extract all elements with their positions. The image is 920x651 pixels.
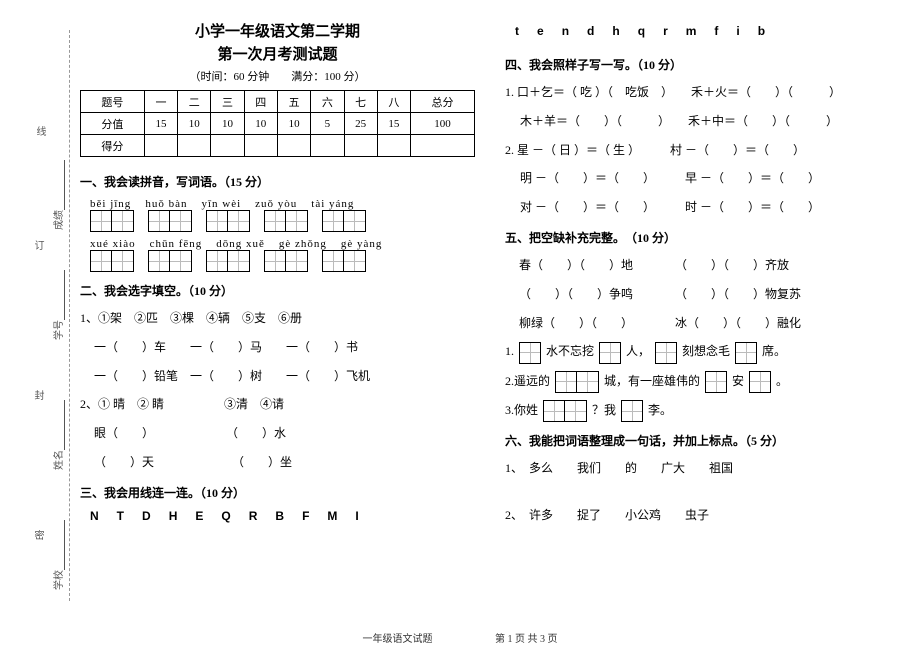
subtitle: （时间：60 分钟 满分：100 分）	[80, 68, 475, 84]
pinyin-word: gè zhǒng	[279, 238, 327, 250]
title-line-2: 第一次月考测试题	[80, 43, 475, 64]
score-got-row: 得分	[81, 135, 475, 157]
sec5-q2: 2.遥远的 城，有一座雄伟的 安 。	[505, 370, 900, 393]
sec4-line: 2. 星 －（ 日 ）＝（ 生 ） 村 －（ ）＝（ ）	[505, 139, 900, 162]
pinyin-row-1: běi jīng huǒ bàn yīn wèi zuǒ yòu tài yán…	[90, 198, 475, 210]
section-1-title: 一、我会读拼音，写词语。（15 分）	[80, 173, 475, 190]
score-header: 八	[377, 91, 410, 113]
sec4-line: 明 －（ ）＝（ ） 早 －（ ）＝（ ）	[505, 167, 900, 190]
sec2-line: （ ）天 （ ）坐	[94, 451, 475, 474]
page-body: 小学一年级语文第二学期 第一次月考测试题 （时间：60 分钟 满分：100 分）…	[80, 20, 900, 621]
tzg-row-2	[90, 250, 475, 272]
binding-number: 学号	[50, 270, 65, 340]
sec5-line: （ ）（ ）争鸣 （ ）（ ）物复苏	[519, 283, 900, 306]
score-value: 10	[277, 113, 310, 135]
score-value: 25	[344, 113, 377, 135]
binding-seal: 密	[30, 530, 45, 546]
footer-left: 一年级语文试题	[363, 634, 433, 645]
score-value: 5	[311, 113, 344, 135]
section-6-title: 六、我能把词语整理成一句话，并加上标点。（5 分）	[505, 432, 900, 449]
pinyin-word: běi jīng	[90, 198, 131, 210]
sec6-line: 2、 许多 捉了 小公鸡 虫子	[505, 504, 900, 527]
pinyin-word: zuǒ yòu	[255, 198, 297, 210]
pinyin-word: yīn wèi	[201, 198, 241, 210]
sec2-line: 一（ ）铅笔 一（ ）树 一（ ）飞机	[94, 365, 475, 388]
tzg-row-1	[90, 210, 475, 232]
left-column: 小学一年级语文第二学期 第一次月考测试题 （时间：60 分钟 满分：100 分）…	[80, 20, 475, 621]
sec2-line: 一（ ）车 一（ ）马 一（ ）书	[94, 336, 475, 359]
score-header: 二	[178, 91, 211, 113]
letters-lower: t e n d h q r m f i b	[515, 24, 900, 38]
binding-cut: 订	[30, 240, 45, 256]
score-header: 四	[244, 91, 277, 113]
sec4-line: 对 －（ ）＝（ ） 时 －（ ）＝（ ）	[505, 196, 900, 219]
sec5-line: 春（ ）（ ）地 （ ）（ ）齐放	[519, 254, 900, 277]
section-4-title: 四、我会照样子写一写。（10 分）	[505, 56, 900, 73]
footer-right: 第 1 页 共 3 页	[495, 634, 558, 645]
score-got-label: 得分	[81, 135, 145, 157]
score-value: 10	[178, 113, 211, 135]
binding-fold: 封	[30, 390, 45, 406]
section-5-title: 五、把空缺补充完整。 （10 分）	[505, 229, 900, 246]
score-value: 100	[411, 113, 475, 135]
pinyin-row-2: xué xiào chūn fēng dōng xuě gè zhǒng gè …	[90, 238, 475, 250]
sec6-line: 1、 多么 我们 的 广大 祖国	[505, 457, 900, 480]
score-header: 七	[344, 91, 377, 113]
score-value: 10	[211, 113, 244, 135]
sec2-line: 1、①架 ②匹 ③棵 ④辆 ⑤支 ⑥册	[80, 307, 475, 330]
pinyin-word: xué xiào	[90, 238, 136, 250]
pinyin-word: chūn fēng	[150, 238, 203, 250]
sec5-q3: 3.你姓 ？我 李。	[505, 399, 900, 422]
pinyin-word: tài yáng	[311, 198, 354, 210]
score-value: 10	[244, 113, 277, 135]
binding-score: 成绩	[50, 160, 65, 230]
score-value-row: 分值 15 10 10 10 10 5 25 15 100	[81, 113, 475, 135]
right-column: t e n d h q r m f i b 四、我会照样子写一写。（10 分） …	[505, 20, 900, 621]
score-header: 六	[311, 91, 344, 113]
score-header-row: 题号 一 二 三 四 五 六 七 八 总分	[81, 91, 475, 113]
binding-name: 姓名	[50, 400, 65, 470]
section-3-title: 三、我会用线连一连。（10 分）	[80, 484, 475, 501]
score-header: 一	[144, 91, 177, 113]
score-value: 15	[144, 113, 177, 135]
sec2-line: 2、① 晴 ② 睛 ③清 ④请	[80, 393, 475, 416]
sec5-q1: 1. 水不忘挖 人， 刻想念毛 席。	[505, 340, 900, 363]
pinyin-word: gè yàng	[341, 238, 383, 250]
score-value: 15	[377, 113, 410, 135]
score-header: 题号	[81, 91, 145, 113]
sec5-line: 柳绿（ ）（ ） 冰（ ）（ ）融化	[519, 312, 900, 335]
binding-margin: 密 封 订 线 学校 姓名 学号 成绩	[20, 30, 70, 601]
score-header: 总分	[411, 91, 475, 113]
score-header: 五	[277, 91, 310, 113]
score-header: 三	[211, 91, 244, 113]
pinyin-word: huǒ bàn	[145, 198, 187, 210]
score-table: 题号 一 二 三 四 五 六 七 八 总分 分值 15 10 10 10 10 …	[80, 90, 475, 157]
pinyin-word: dōng xuě	[216, 238, 265, 250]
letters-upper: N T D H E Q R B F M I	[90, 509, 475, 523]
sec4-line: 木＋羊＝（ ）（ ） 禾＋中＝（ ）（ ）	[505, 110, 900, 133]
score-value-label: 分值	[81, 113, 145, 135]
title-line-1: 小学一年级语文第二学期	[80, 20, 475, 41]
sec4-line: 1. 口＋乞＝（ 吃 ）（ 吃饭 ） 禾＋火＝（ ）（ ）	[505, 81, 900, 104]
sec2-line: 眼（ ） （ ）水	[94, 422, 475, 445]
binding-line: 线	[30, 126, 49, 142]
binding-school: 学校	[50, 520, 65, 590]
page-footer: 一年级语文试题 第 1 页 共 3 页	[0, 630, 920, 645]
section-2-title: 二、我会选字填空。（10 分）	[80, 282, 475, 299]
